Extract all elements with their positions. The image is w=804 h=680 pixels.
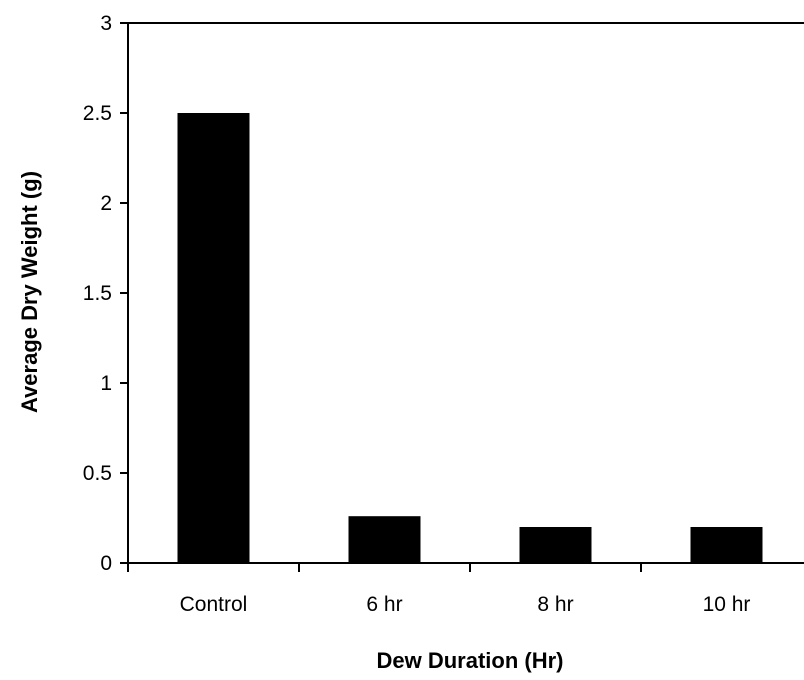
x-axis-title: Dew Duration (Hr) [377,648,564,673]
y-tick-label: 2.5 [83,102,112,125]
x-tick-label: 8 hr [537,593,573,616]
y-tick-label: 0 [100,552,112,575]
y-tick-label: 0.5 [83,462,112,485]
bar-8-hr [519,527,592,563]
x-tick-label: 6 hr [366,593,402,616]
y-axis-ticks: 0 0.5 1 1.5 2 2.5 3 [83,12,128,575]
y-axis-title: Average Dry Weight (g) [17,171,42,413]
x-tick-label: 10 hr [703,593,751,616]
y-tick-label: 1.5 [83,282,112,305]
y-tick-label: 3 [100,12,112,35]
x-tick-label: Control [180,593,248,616]
bar-10-hr [690,527,763,563]
x-axis-ticks: Control 6 hr 8 hr 10 hr [127,563,751,616]
y-tick-label: 1 [100,372,112,395]
bars [177,113,763,563]
bar-6-hr [348,516,421,563]
bar-control [177,113,250,563]
y-tick-label: 2 [100,192,112,215]
